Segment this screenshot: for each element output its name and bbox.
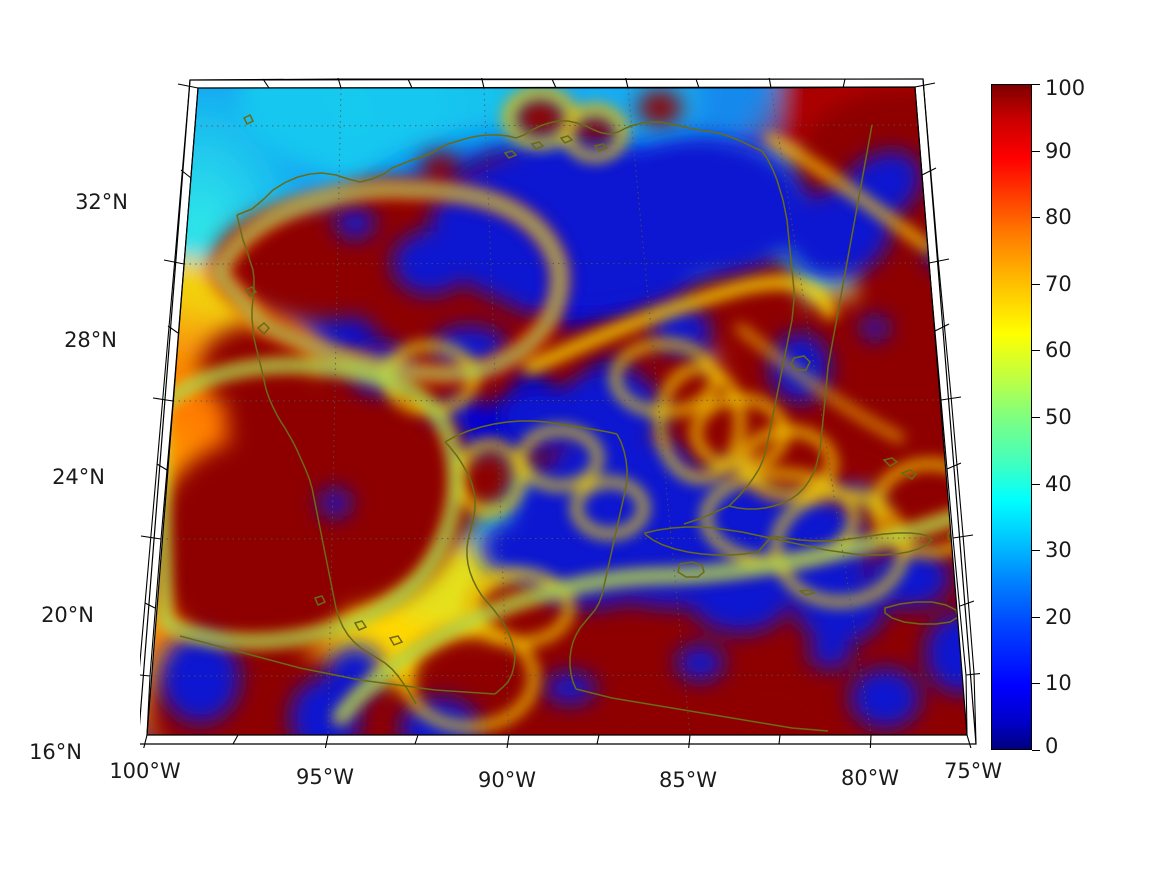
lon-tick-95W: 95°W xyxy=(296,765,354,789)
map-svg xyxy=(140,78,980,748)
lat-tick-24N: 24°N xyxy=(52,465,105,489)
colorbar[interactable]: 100 90 80 70 60 50 40 30 20 10 0 xyxy=(991,76,1085,758)
colorbar-tick-60 xyxy=(1032,350,1040,352)
colorbar-tick-80 xyxy=(1032,217,1040,219)
colorbar-tick-0 xyxy=(1032,750,1040,751)
lat-tick-28N: 28°N xyxy=(64,328,117,352)
lon-tick-75W: 75°W xyxy=(944,759,1002,783)
colorbar-tick-90 xyxy=(1032,150,1040,152)
lon-tick-90W: 90°W xyxy=(478,768,536,792)
colorbar-tick-50 xyxy=(1032,417,1040,418)
map-frame xyxy=(140,78,980,748)
colorbar-tick-20 xyxy=(1032,616,1040,618)
colorbar-tick-30 xyxy=(1032,550,1040,552)
colorbar-label-80: 80 xyxy=(1045,205,1072,230)
colorbar-tick-10 xyxy=(1032,683,1040,685)
colorbar-label-50: 50 xyxy=(1045,405,1072,429)
lat-tick-32N: 32°N xyxy=(75,190,128,214)
colorbar-label-70: 70 xyxy=(1045,271,1072,296)
coastlines xyxy=(179,113,967,732)
heatmap-field xyxy=(147,87,967,735)
colorbar-label-20: 20 xyxy=(1045,604,1072,629)
colorbar-label-10: 10 xyxy=(1045,671,1072,696)
colorbar-tick-100 xyxy=(1032,84,1040,85)
colorbar-label-60: 60 xyxy=(1045,338,1072,363)
colorbar-tick-40 xyxy=(1032,483,1040,485)
colorbar-tick-70 xyxy=(1032,283,1040,285)
colorbar-label-40: 40 xyxy=(1045,471,1072,496)
lon-tick-100W: 100°W xyxy=(109,759,181,783)
colorbar-label-100: 100 xyxy=(1045,76,1086,100)
lon-tick-85W: 85°W xyxy=(659,768,717,792)
lon-tick-80W: 80°W xyxy=(841,766,899,790)
lat-tick-16N: 16°N xyxy=(29,740,82,764)
lat-tick-20N: 20°N xyxy=(41,603,94,627)
colorbar-label-0: 0 xyxy=(1045,734,1059,758)
colorbar-label-30: 30 xyxy=(1045,538,1072,563)
colorbar-label-90: 90 xyxy=(1045,138,1072,163)
colorbar-gradient xyxy=(991,84,1032,750)
map-plot-area[interactable]: 32°N 28°N 24°N 20°N 16°N 100°W 95°W 90°W… xyxy=(29,78,1002,792)
